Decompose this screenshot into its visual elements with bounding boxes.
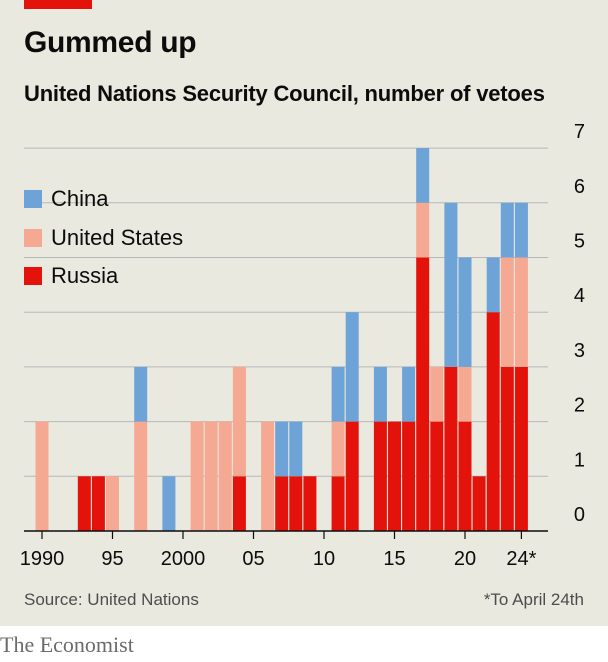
economist-wordmark: The Economist [0, 632, 134, 657]
stacked-bar-chart: 0 1 2 3 4 5 6 7 1990 95 2000 05 10 15 20 24* [20, 121, 585, 570]
bar-russia-2022 [486, 312, 500, 531]
bar-united-states-1995 [106, 476, 119, 531]
bar-united-states-2017 [416, 202, 430, 258]
legend: China United States Russia [24, 180, 183, 296]
bar-china-1997 [134, 366, 148, 422]
y-tick-label: 2 [574, 395, 585, 417]
bar-united-states-2001 [190, 421, 204, 531]
bar-china-2008 [289, 421, 303, 477]
bar-china-2011 [331, 366, 345, 422]
y-tick-label: 6 [574, 176, 585, 198]
bar-china-2024 [514, 202, 528, 258]
bar-china-2016 [402, 366, 416, 422]
x-tick-label: 05 [242, 548, 264, 570]
x-tick-label: 24* [506, 548, 536, 570]
bar-united-states-2003 [218, 421, 232, 531]
chart-subtitle: United Nations Security Council, number … [24, 81, 545, 106]
bar-china-2020 [458, 257, 472, 367]
bar-united-states-2023 [500, 257, 514, 367]
x-tick-label: 20 [454, 548, 476, 570]
bar-china-1999 [162, 476, 176, 531]
bar-china-2017 [416, 148, 430, 203]
y-tick-label: 1 [574, 449, 585, 471]
legend-item-united-states: United States [24, 219, 183, 258]
bar-united-states-1990 [35, 421, 49, 531]
bar-united-states-2006 [261, 421, 275, 531]
bar-china-2014 [373, 366, 387, 422]
legend-swatch-united-states [24, 228, 42, 247]
bar-russia-2015 [388, 421, 401, 531]
x-tick-label: 1990 [20, 548, 65, 570]
x-tick-label: 2000 [161, 548, 206, 570]
legend-label-united-states: United States [51, 224, 184, 250]
bar-china-2019 [444, 202, 458, 367]
bar-united-states-2020 [458, 366, 472, 422]
bar-united-states-1997 [134, 421, 148, 531]
bar-russia-2011 [331, 476, 345, 531]
bar-russia-2018 [430, 421, 444, 531]
legend-swatch-china [24, 190, 42, 209]
bar-russia-2007 [275, 476, 289, 531]
bar-russia-2009 [303, 476, 317, 531]
bar-russia-2016 [402, 421, 416, 531]
bar-united-states-2002 [204, 421, 218, 531]
source-note: Source: United Nations [24, 590, 199, 609]
y-tick-label: 0 [574, 504, 585, 526]
bar-russia-2012 [345, 421, 359, 531]
x-tick-label: 95 [101, 548, 123, 570]
x-tick-label: 10 [313, 548, 335, 570]
y-tick-label: 5 [574, 231, 585, 253]
chart-panel: Gummed up United Nations Security Counci… [0, 0, 608, 626]
legend-item-russia: Russia [24, 257, 183, 296]
chart-title: Gummed up [24, 26, 197, 59]
bar-china-2007 [275, 421, 289, 477]
bar-russia-1993 [77, 476, 91, 531]
bar-china-2012 [345, 312, 359, 422]
bar-russia-2021 [472, 476, 486, 531]
bar-russia-2004 [232, 476, 246, 531]
bar-united-states-2004 [232, 366, 246, 477]
legend-label-china: China [51, 186, 109, 212]
legend-label-russia: Russia [51, 263, 119, 289]
bar-united-states-2024 [514, 257, 528, 367]
y-tick-label: 3 [574, 340, 585, 362]
y-tick-label: 7 [574, 121, 585, 143]
bar-russia-1994 [91, 476, 105, 531]
bar-china-2022 [486, 257, 500, 313]
bar-united-states-2011 [331, 421, 345, 477]
x-tick-label: 15 [383, 548, 405, 570]
bar-russia-2020 [458, 421, 472, 531]
bar-russia-2008 [289, 476, 303, 531]
footnote: *To April 24th [483, 590, 584, 609]
bar-russia-2019 [444, 366, 458, 531]
y-tick-label: 4 [574, 285, 585, 307]
bar-russia-2014 [373, 421, 387, 531]
legend-item-china: China [24, 180, 183, 219]
bar-russia-2024 [514, 366, 528, 531]
bar-russia-2023 [500, 366, 514, 531]
legend-swatch-russia [24, 267, 42, 286]
brand-red-tag [24, 0, 92, 9]
bar-russia-2017 [416, 257, 430, 531]
bar-united-states-2018 [430, 366, 444, 422]
bar-china-2023 [500, 202, 514, 258]
